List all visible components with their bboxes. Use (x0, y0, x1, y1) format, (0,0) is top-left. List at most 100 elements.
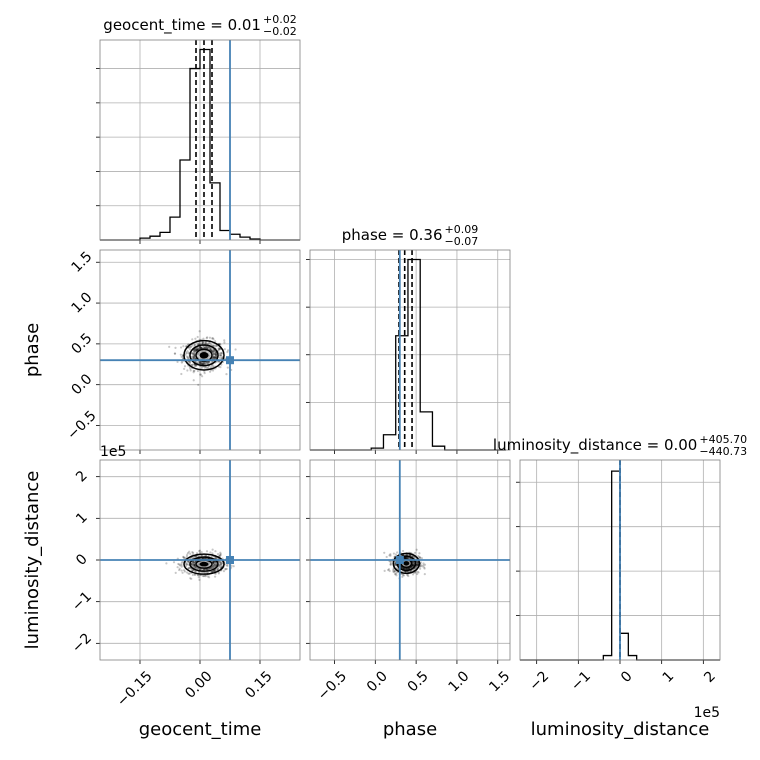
sample-point (192, 349, 196, 352)
sample-point (416, 560, 419, 564)
sample-point (220, 357, 223, 360)
sample-point (219, 347, 222, 351)
sample-point (198, 361, 201, 365)
sample-point (199, 373, 203, 376)
x-tick-label: 1.0 (445, 668, 472, 695)
sample-point (185, 562, 188, 566)
sample-point (218, 342, 222, 345)
sample-point (182, 556, 185, 559)
sample-point (178, 564, 182, 567)
sample-point (203, 371, 206, 375)
sample-point (407, 574, 410, 578)
sample-point (204, 554, 207, 557)
sample-point (189, 345, 192, 348)
sample-point (208, 370, 212, 373)
sample-point (202, 346, 206, 349)
sample-point (394, 563, 397, 567)
sample-point (417, 571, 420, 574)
sample-point (186, 563, 189, 566)
sample-point (212, 561, 215, 564)
sample-point (419, 565, 422, 568)
y-offset-label: 1e5 (100, 444, 126, 460)
sample-point (205, 550, 209, 553)
sample-point (219, 354, 223, 357)
sample-point (183, 557, 187, 560)
sample-point (187, 572, 190, 575)
sample-point (187, 567, 191, 570)
sample-point (188, 348, 192, 351)
sample-point (193, 365, 196, 368)
sample-point (389, 563, 392, 566)
sample-point (213, 564, 216, 567)
sample-point (186, 369, 189, 372)
sample-point (216, 567, 219, 570)
panel-title-upper-error: +405.70 (699, 433, 747, 446)
sample-point (213, 564, 217, 567)
sample-point (211, 349, 215, 352)
sample-point (198, 549, 201, 553)
sample-point (405, 567, 408, 570)
sample-point (394, 553, 398, 556)
sample-point (393, 571, 396, 574)
truth-marker (226, 356, 234, 365)
sample-point (198, 347, 201, 350)
sample-point (192, 369, 195, 372)
sample-point (413, 551, 417, 554)
sample-point (210, 337, 214, 340)
axes-frame (309, 459, 511, 661)
sample-point (195, 348, 198, 351)
sample-point (181, 571, 184, 574)
sample-point (412, 568, 416, 571)
sample-point (200, 366, 204, 369)
sample-point (193, 565, 196, 568)
sample-point (202, 341, 205, 345)
sample-point (213, 356, 217, 359)
sample-point (198, 346, 201, 349)
sample-point (182, 555, 185, 558)
panel-title: luminosity_distance = 0.00 +405.70−440.73 (493, 433, 747, 458)
sample-point (189, 345, 193, 348)
sample-point (411, 564, 415, 567)
sample-point (393, 569, 397, 573)
sample-point (201, 362, 204, 365)
sample-point (214, 353, 218, 356)
sample-point (201, 574, 205, 578)
sample-point (186, 553, 189, 556)
sample-point (212, 344, 215, 347)
axes-frame (99, 459, 301, 661)
sample-point (383, 569, 386, 572)
sample-point (204, 346, 207, 349)
sample-point (418, 556, 421, 559)
sample-point (215, 563, 218, 566)
sample-point (392, 568, 395, 572)
sample-point (410, 566, 413, 569)
sample-point (218, 564, 222, 567)
y-axis-label-phase: phase (22, 323, 43, 377)
sample-point (198, 362, 201, 365)
sample-point (405, 556, 408, 560)
sample-point (192, 379, 195, 382)
sample-point (217, 572, 220, 575)
sample-point (185, 563, 188, 566)
sample-point (213, 563, 216, 566)
sample-point (412, 561, 415, 565)
sample-point (213, 356, 216, 359)
sample-point (210, 570, 214, 573)
sample-point (188, 550, 191, 553)
sample-point (192, 356, 195, 359)
panel-title: phase = 0.36 +0.09−0.07 (342, 223, 479, 248)
sample-point (212, 355, 216, 358)
sample-point (401, 549, 405, 553)
sample-point (200, 347, 203, 350)
sample-point (205, 366, 208, 369)
density-contour (189, 556, 219, 572)
sample-point (213, 569, 216, 573)
sample-point (394, 572, 397, 575)
sample-point (207, 360, 210, 364)
x-tick-label: 1.5 (486, 668, 513, 695)
sample-point (219, 563, 222, 566)
sample-point (218, 561, 222, 564)
sample-point (395, 574, 398, 577)
sample-point (401, 574, 405, 577)
